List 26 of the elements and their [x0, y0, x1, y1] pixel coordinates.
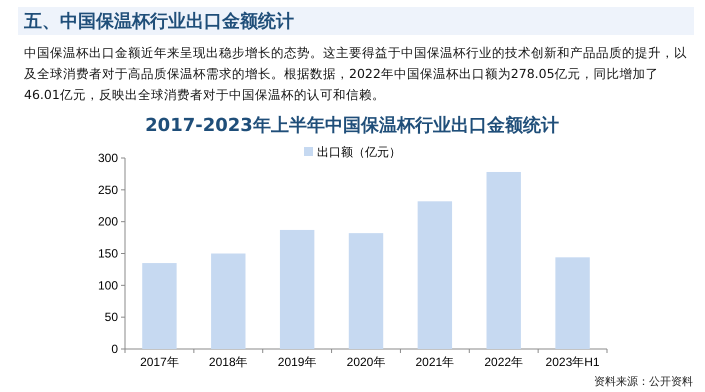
chart-title: 五、中国保温杯行业出口金额统计 [24, 10, 294, 33]
x-tick-label: 2020年 [346, 355, 386, 369]
bar [486, 172, 521, 349]
bar [280, 230, 314, 349]
y-tick-label: 0 [111, 342, 118, 356]
y-tick-label: 50 [104, 310, 118, 324]
bar [142, 263, 177, 349]
bar [348, 233, 384, 349]
x-tick-label: 2022年 [484, 355, 524, 369]
y-tick-label: 250 [98, 182, 118, 197]
chart-subtitle: 2017-2023年上半年中国保温杯行业出口金额统计 [145, 115, 559, 136]
text: 中国保温杯出口金额近年来呈现出稳步增长的态势。这主要得益于中国保温杯行业的技术创新和产品品质的提升，以及全球消费者对于高品质保温杯需求的增长。根据数据，2022年中国保温杯出口额为278.05亿元，同比增加了46.01亿元，反映出全球消费者对于中国保温杯的认可和信赖。 [24, 44, 688, 104]
x-tick-label: 2019年 [278, 355, 316, 369]
x-tick-label: 2021年 [416, 355, 454, 369]
x-tick-label: 2018年 [208, 355, 248, 369]
bar [555, 257, 590, 349]
text: 资料来源：公开资料 [594, 374, 693, 389]
bar [211, 254, 246, 349]
x-tick-label: 2023年H1 [546, 355, 600, 369]
y-tick-label: 200 [98, 214, 118, 229]
bar [418, 201, 452, 349]
y-tick-label: 100 [98, 278, 118, 292]
y-tick-label: 300 [98, 151, 118, 165]
legend-label: 出口额（亿元） [317, 145, 401, 159]
x-tick-label: 2017年 [140, 355, 179, 369]
y-tick-label: 150 [98, 246, 118, 260]
